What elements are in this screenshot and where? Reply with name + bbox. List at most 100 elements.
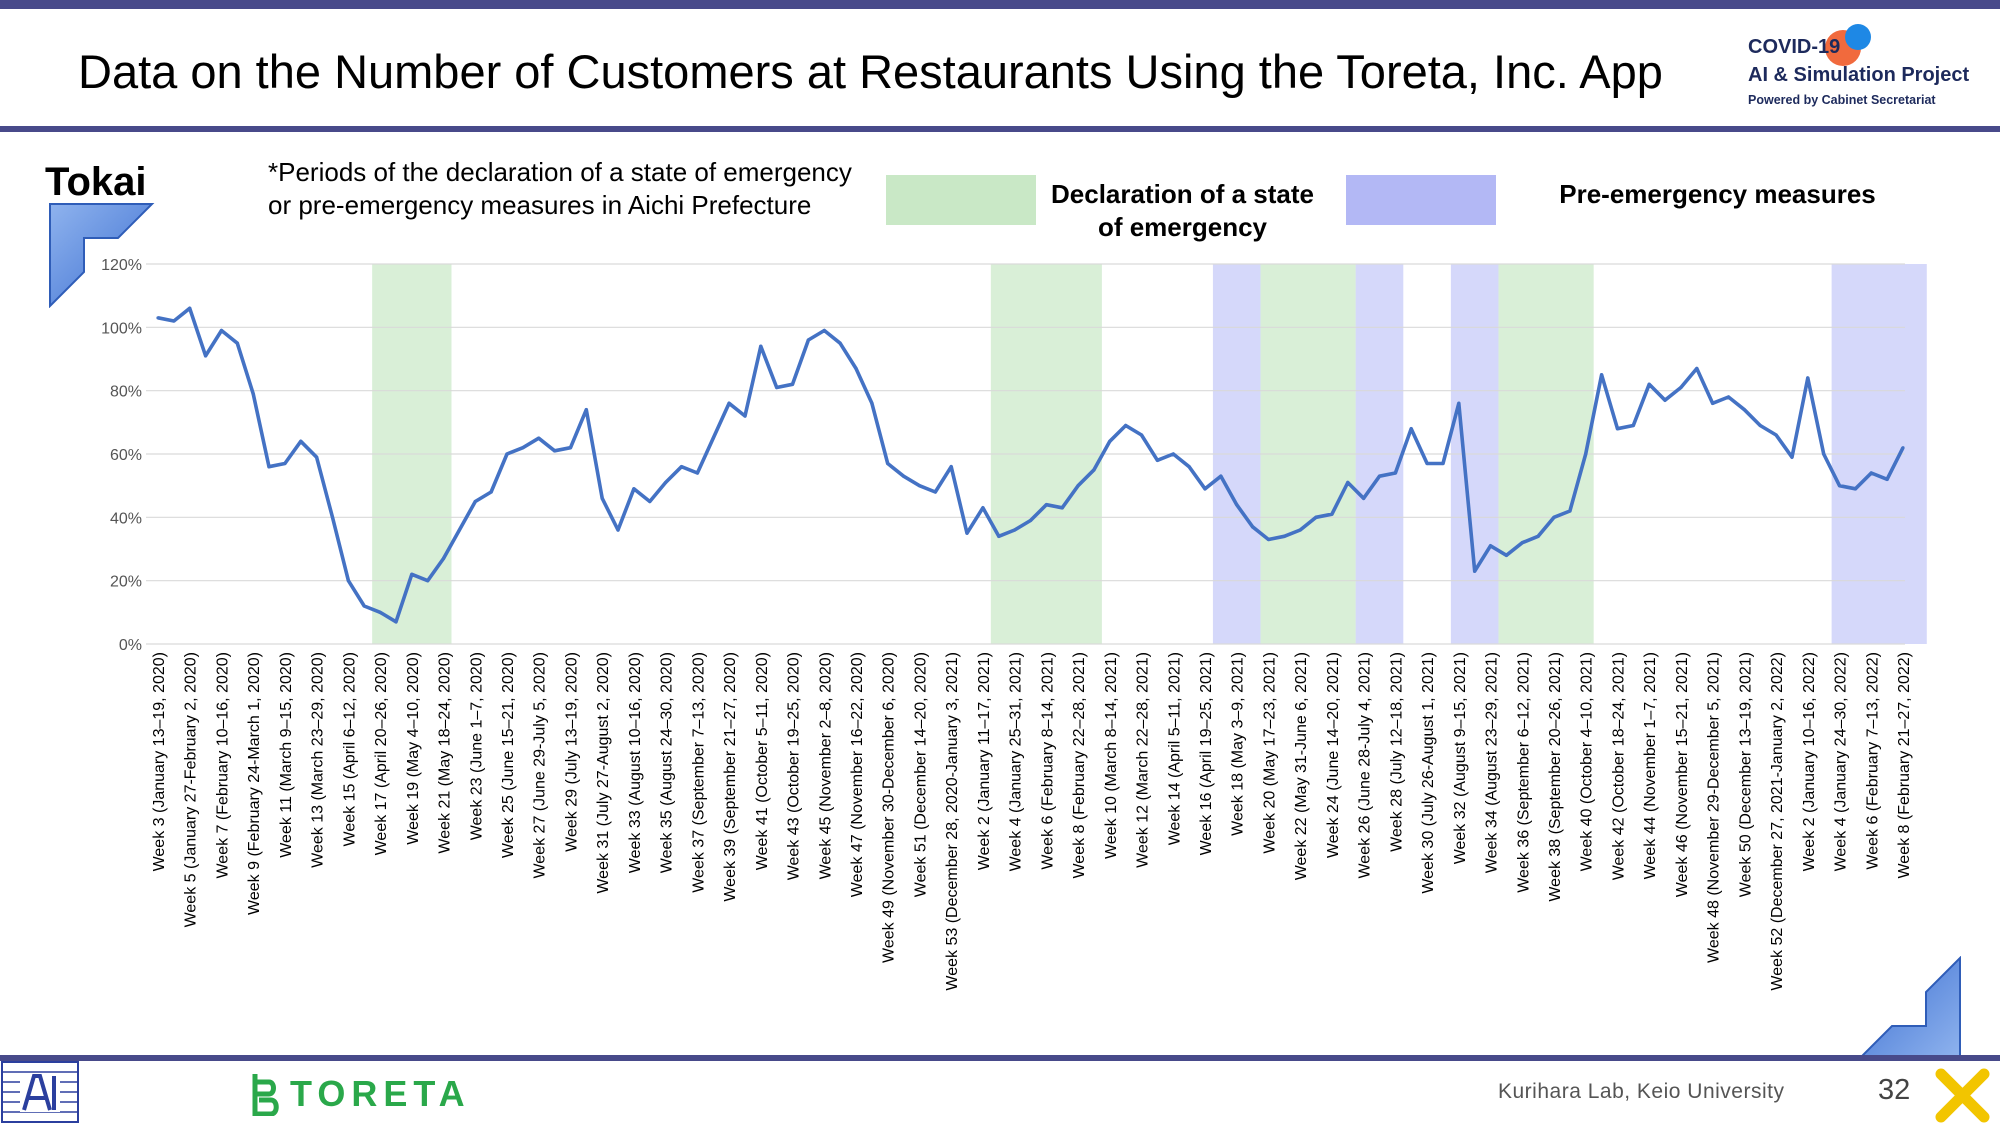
x-tick-label: Week 24 (June 14–20, 2021) [1325, 652, 1342, 858]
data-point [1774, 433, 1778, 437]
data-point [822, 328, 826, 333]
data-point [299, 439, 303, 443]
data-point [838, 341, 842, 345]
data-point [1346, 480, 1350, 485]
toreta-mark-icon [252, 1074, 279, 1116]
x-tick-label: Week 34 (August 23–29, 2021) [1484, 652, 1501, 873]
x-mark-icon [1935, 1068, 1990, 1123]
x-tick-label: Week 9 (February 24-March 1, 2020) [246, 652, 263, 915]
data-point [267, 465, 271, 469]
x-tick-label: Week 39 (September 21–27, 2020) [722, 652, 739, 902]
data-point [711, 436, 715, 440]
x-tick-label: Week 48 (November 29-December 5, 2021) [1706, 652, 1723, 963]
legend-label-pre-emergency: Pre-emergency measures [1559, 179, 1876, 209]
data-point [426, 579, 430, 583]
x-tick-label: Week 11 (March 9–15, 2020) [278, 652, 295, 858]
y-tick-label: 20% [110, 574, 142, 591]
data-point [886, 461, 890, 466]
data-point [1377, 474, 1382, 478]
data-point [1044, 503, 1048, 507]
x-tick-label: Week 49 (November 30-December 6, 2020) [881, 652, 898, 963]
data-point [584, 408, 588, 412]
x-tick-label: Week 53 (December 28, 2020-January 3, 20… [944, 652, 961, 991]
y-tick-label: 100% [101, 320, 142, 337]
data-point [521, 446, 525, 450]
data-point [315, 455, 319, 459]
toreta-logo: TORETA [245, 1068, 465, 1118]
x-tick-label: Week 19 (May 4–10, 2020) [405, 652, 422, 845]
data-point [1504, 553, 1509, 557]
shading-note: *Periods of the declaration of a state o… [268, 157, 852, 220]
data-point [1885, 477, 1889, 481]
x-tick-label: Week 35 (August 24–30, 2020) [659, 652, 676, 873]
data-point [1599, 373, 1604, 377]
x-tick-label: Week 6 (February 8–14, 2021) [1039, 652, 1056, 870]
x-tick-label: Week 32 (August 9–15, 2021) [1452, 652, 1469, 864]
data-point [1393, 471, 1397, 475]
data-point [806, 338, 811, 342]
x-tick-label: Week 13 (March 23–29, 2020) [310, 652, 327, 868]
data-point [283, 461, 287, 466]
data-point [473, 499, 477, 504]
data-point [997, 534, 1001, 538]
data-point [1615, 427, 1620, 431]
x-tick-label: Week 47 (November 16–22, 2020) [849, 652, 866, 897]
x-tick-label: Week 26 (June 28-July 4, 2021) [1357, 652, 1374, 879]
data-point [632, 487, 636, 491]
x-tick-label: Week 6 (February 7–13, 2022) [1864, 652, 1881, 870]
data-point [1314, 515, 1318, 519]
data-point [1520, 541, 1524, 545]
x-tick-label: Week 31 (July 27-August 2, 2020) [595, 652, 612, 894]
data-point [1409, 427, 1413, 431]
data-point [568, 446, 573, 450]
data-point [505, 452, 509, 456]
x-tick-label: Week 25 (June 15–21, 2020) [500, 652, 517, 858]
data-point [394, 620, 398, 624]
data-point [648, 499, 652, 504]
x-tick-label: Week 21 (May 18–24, 2020) [437, 652, 454, 854]
corner-arrow-top-left-icon [49, 203, 155, 308]
data-point [1568, 509, 1572, 513]
legend-label-emergency: Declaration of a state of emergency [1051, 179, 1314, 242]
corner-arrow-bottom-right-icon [1858, 956, 1961, 1059]
data-point [1108, 439, 1112, 443]
data-point [1155, 458, 1160, 462]
x-tick-label: Week 5 (January 27-February 2, 2020) [183, 652, 200, 927]
footer-divider [0, 1055, 2000, 1061]
data-point [1695, 366, 1699, 371]
data-point [1457, 401, 1461, 405]
x-tick-label: Week 29 (July 13–19, 2020) [564, 652, 581, 852]
logo-line-3: Powered by Cabinet Secretariat [1748, 93, 1936, 107]
data-point [1330, 512, 1334, 516]
university-emblem-icon [1, 1061, 79, 1123]
data-point [1473, 569, 1477, 573]
data-point [1631, 423, 1635, 428]
x-tick-label: Week 52 (December 27, 2021-January 2, 20… [1769, 652, 1786, 991]
x-tick-label: Week 43 (October 19–25, 2020) [786, 652, 803, 880]
data-point [1139, 433, 1144, 437]
x-tick-label: Week 8 (February 21–27, 2022) [1896, 652, 1913, 879]
data-point [1901, 446, 1905, 450]
data-point [1250, 525, 1255, 529]
data-point [1266, 537, 1271, 542]
y-tick-label: 0% [119, 637, 142, 654]
data-point [1362, 496, 1366, 500]
y-tick-label: 120% [101, 257, 142, 274]
data-point [1584, 452, 1588, 456]
data-point [1869, 471, 1873, 475]
x-tick-label: Week 2 (January 10–16, 2022) [1801, 652, 1818, 871]
data-point [441, 556, 446, 561]
data-point [965, 531, 969, 535]
data-point [552, 449, 557, 453]
data-point [1441, 461, 1445, 466]
data-point [188, 306, 192, 310]
data-point [1028, 518, 1033, 523]
data-point [362, 604, 366, 608]
data-point [600, 496, 604, 500]
data-point [457, 528, 462, 532]
data-point [616, 528, 620, 532]
lab-credit: Kurihara Lab, Keio University [1498, 1080, 1785, 1103]
legend-swatch-emergency [886, 175, 1036, 225]
y-tick-label: 60% [110, 447, 142, 464]
data-point [1076, 484, 1080, 488]
